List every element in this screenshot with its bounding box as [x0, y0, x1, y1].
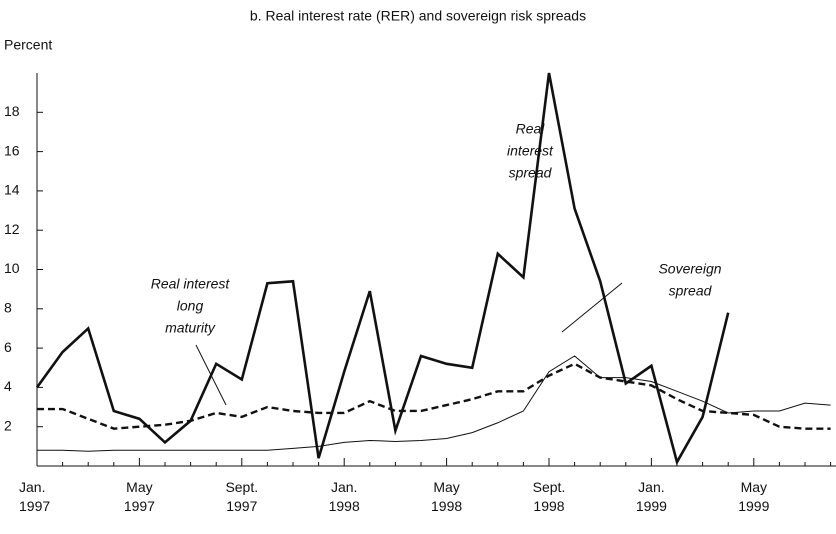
annotation: Sovereign [658, 261, 721, 277]
y-tick-label: 14 [4, 182, 20, 198]
x-tick-label: Jan. 1998 [329, 479, 360, 514]
y-tick-label: 6 [4, 339, 12, 355]
y-tick-label: 4 [4, 378, 12, 394]
series-line [37, 355, 831, 452]
x-tick-label: Jan. 1999 [636, 479, 667, 514]
x-tick-label: Jan. 1997 [19, 479, 50, 514]
y-tick-label: 2 [4, 417, 12, 433]
chart-title: b. Real interest rate (RER) and sovereig… [250, 8, 586, 24]
x-tick-label: May 1998 [431, 479, 462, 514]
y-tick-label: 8 [4, 300, 12, 316]
y-axis-label: Percent [4, 37, 52, 53]
x-tick-label: May 1997 [124, 479, 155, 514]
annotation: interest [507, 143, 554, 159]
x-tick-label: May 1999 [738, 479, 769, 514]
annotation: Real interest [151, 276, 231, 292]
leader [561, 282, 623, 333]
leader [195, 344, 227, 406]
y-tick-label: 18 [4, 103, 20, 119]
annotation: long [177, 298, 204, 314]
series-line [35, 72, 730, 466]
annotation: spread [669, 283, 713, 299]
x-tick-label: Sept. 1998 [533, 479, 566, 514]
annotation: Real [516, 121, 546, 137]
y-tick-label: 10 [4, 260, 20, 276]
y-tick-label: 16 [4, 142, 20, 158]
annotation: maturity [165, 320, 216, 336]
y-tick-label: 12 [4, 221, 20, 237]
series-line [37, 362, 831, 430]
annotation: spread [509, 165, 553, 181]
x-tick-label: Sept. 1997 [225, 479, 258, 514]
